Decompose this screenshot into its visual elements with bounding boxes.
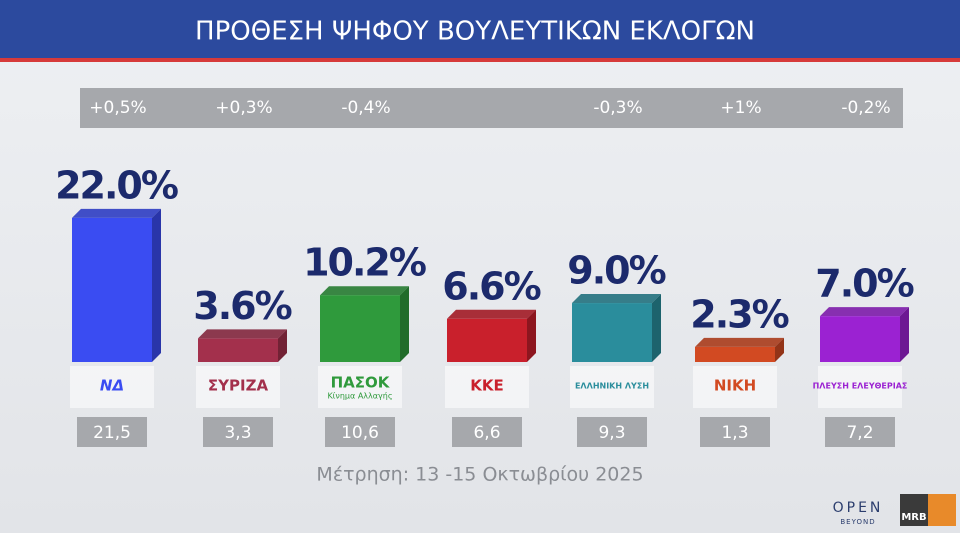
logo-box [318,366,402,408]
bar [320,295,400,362]
change-value: +1% [720,98,761,118]
party-logo: ΝΔ [100,377,124,395]
channel-logo: OPEN [833,500,884,516]
party-logo: ΠΛΕΥΣΗ ΕΛΕΥΘΕΡΙΑΣ [813,382,908,391]
bar [695,346,775,362]
bar-side [527,309,536,362]
chart-title: ΠΡΟΘΕΣΗ ΨΗΦΟΥ ΒΟΥΛΕΥΤΙΚΩΝ ΕΚΛΟΓΩΝ [195,17,755,47]
logo-box [818,366,902,408]
party-tagline: Κίνημα Αλλαγής [327,392,392,401]
logo-box [196,366,280,408]
party-logo: ΣΥΡΙΖΑ [208,377,269,395]
change-value: -0,4% [341,98,390,118]
previous-value: 7,2 [846,423,873,443]
channel-tagline: BEYOND [840,518,875,526]
bar-top [72,208,161,218]
value-label: 7.0% [815,262,913,306]
value-label: 2.3% [690,292,788,336]
bar-side [400,286,409,362]
bar-top [820,307,909,317]
change-value: +0,5% [89,98,146,118]
bar-side [278,329,287,362]
previous-box [452,417,522,447]
previous-value: 3,3 [224,423,251,443]
bar-top [695,337,784,347]
change-value: -0,2% [841,98,890,118]
previous-box [577,417,647,447]
pollster-logo: MRB [901,512,926,523]
change-value: -0,3% [593,98,642,118]
value-label: 9.0% [567,249,665,293]
previous-box [77,417,147,447]
bar [72,217,152,362]
value-label: 6.6% [442,264,540,308]
party-logo: ΕΛΛΗΝΙΚΗ ΛΥΣΗ [575,382,649,391]
previous-box [700,417,770,447]
bar [447,318,527,362]
logo-box [693,366,777,408]
previous-value: 21,5 [93,423,131,443]
previous-box [325,417,395,447]
bar-top [447,309,536,319]
footnote: Μέτρηση: 13 -15 Οκτωβρίου 2025 [316,464,643,486]
value-label: 3.6% [193,284,291,328]
change-strip [80,88,903,128]
logo-box [445,366,529,408]
party-logo: ΠΑΣΟΚ [331,374,391,392]
bar-side [152,208,161,362]
change-value: +0,3% [215,98,272,118]
value-label: 22.0% [55,163,178,207]
party-logo: ΝΙΚΗ [714,377,756,395]
bar [198,338,278,362]
previous-box [825,417,895,447]
party-logo: ΚΚΕ [470,377,504,395]
bar [820,316,900,362]
bar [572,303,652,362]
bar-side [775,337,784,362]
pollster-box [900,494,932,526]
previous-value: 10,6 [341,423,379,443]
previous-value: 1,3 [721,423,748,443]
bar-side [652,294,661,362]
logo-box [70,366,154,408]
previous-value: 9,3 [598,423,625,443]
pollster-accent [928,494,956,526]
bar-top [198,329,287,339]
bar-top [572,294,661,304]
bar-side [900,307,909,362]
previous-box [203,417,273,447]
value-label: 10.2% [303,241,426,285]
title-underline [0,58,960,62]
title-bar [0,0,960,62]
logo-box [570,366,654,408]
previous-value: 6,6 [473,423,500,443]
bar-top [320,286,409,296]
